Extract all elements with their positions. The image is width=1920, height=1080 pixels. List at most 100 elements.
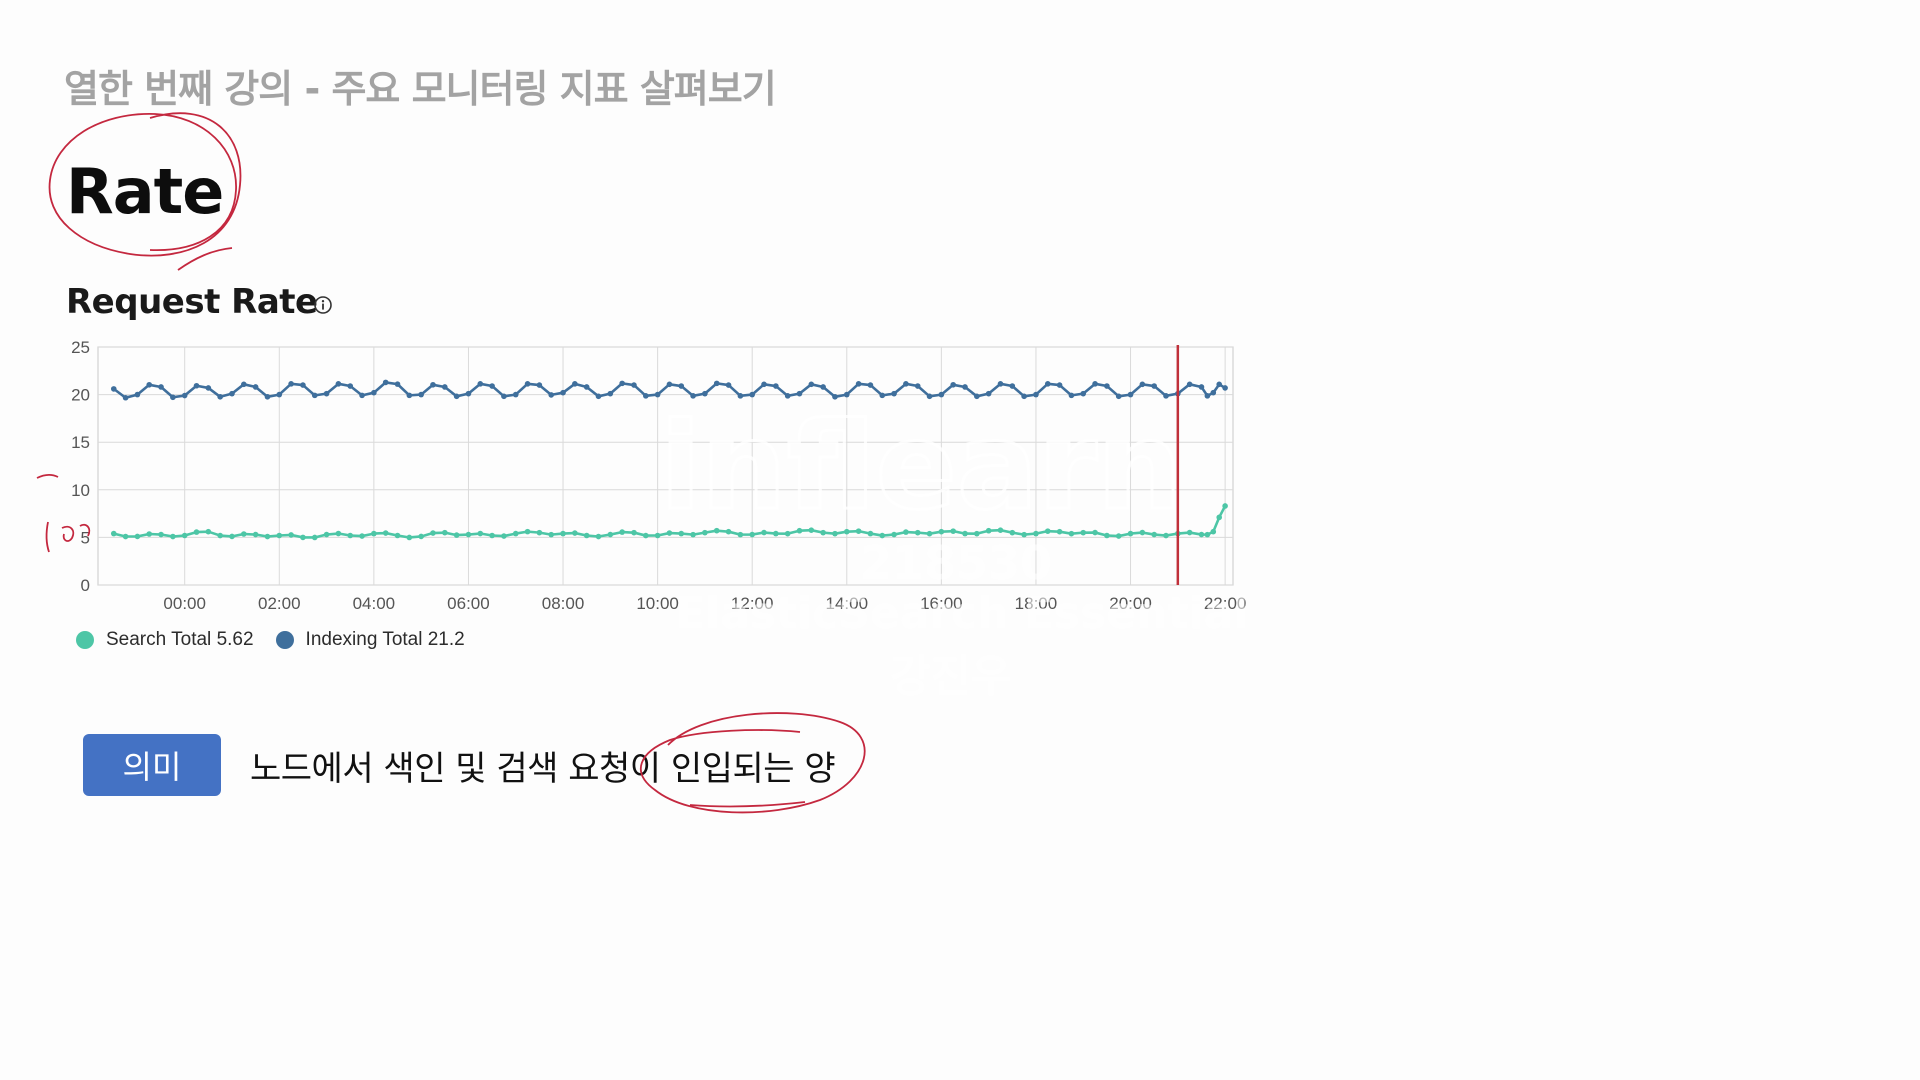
point-indexing-total xyxy=(252,384,259,390)
point-indexing-total xyxy=(229,390,235,397)
point-indexing-total xyxy=(1104,383,1110,389)
info-icon[interactable] xyxy=(313,295,333,315)
point-search-total xyxy=(891,531,897,538)
point-search-total xyxy=(796,527,803,534)
point-indexing-total xyxy=(654,391,661,398)
point-indexing-total xyxy=(702,390,708,397)
x-tick-label: 10:00 xyxy=(636,594,679,613)
point-search-total xyxy=(359,533,365,539)
point-search-total xyxy=(938,528,945,535)
point-search-total xyxy=(1151,531,1157,538)
point-search-total xyxy=(867,530,874,537)
point-search-total xyxy=(572,530,578,536)
point-search-total xyxy=(749,531,756,538)
point-search-total xyxy=(193,529,200,535)
y-tick-label: 10 xyxy=(71,481,90,500)
legend-label-search-total: Search Total xyxy=(106,629,212,650)
point-indexing-total xyxy=(1216,381,1223,388)
point-search-total xyxy=(311,534,318,541)
annotation-underline-inflow xyxy=(689,801,806,808)
annotation-scribble-axis-2 xyxy=(45,521,91,553)
point-indexing-total xyxy=(217,393,223,400)
watermark-course: ElasticSearch Essential xyxy=(675,588,1249,639)
point-search-total xyxy=(1009,529,1016,536)
point-search-total xyxy=(1068,530,1075,537)
point-search-total xyxy=(560,530,566,537)
y-tick-label: 15 xyxy=(71,433,90,452)
point-indexing-total xyxy=(820,384,826,390)
point-indexing-total xyxy=(465,390,472,397)
point-indexing-total xyxy=(938,391,945,398)
point-search-total xyxy=(832,530,838,537)
point-indexing-total xyxy=(264,393,271,400)
point-search-total xyxy=(1186,529,1193,536)
point-indexing-total xyxy=(181,392,188,399)
point-search-total xyxy=(146,531,153,537)
point-indexing-total xyxy=(489,383,495,389)
point-search-total xyxy=(784,530,791,537)
point-search-total xyxy=(442,529,448,536)
point-indexing-total xyxy=(974,393,980,400)
point-search-total xyxy=(217,532,223,539)
point-search-total xyxy=(654,532,661,539)
point-search-total xyxy=(465,531,472,538)
point-indexing-total xyxy=(678,383,685,389)
point-search-total xyxy=(1115,533,1122,539)
point-search-total xyxy=(371,530,377,537)
point-indexing-total xyxy=(359,392,365,399)
point-indexing-total xyxy=(382,379,389,386)
point-indexing-total xyxy=(690,393,696,399)
point-search-total xyxy=(1216,514,1223,521)
point-indexing-total xyxy=(110,386,117,392)
point-indexing-total xyxy=(997,381,1004,387)
point-indexing-total xyxy=(713,380,720,387)
point-indexing-total xyxy=(501,393,507,400)
point-search-total xyxy=(134,533,141,540)
point-indexing-total xyxy=(666,381,673,388)
legend-item-indexing-total[interactable]: Indexing Total 21.2 xyxy=(275,629,465,651)
point-indexing-total xyxy=(1151,383,1157,389)
point-indexing-total xyxy=(583,384,590,390)
point-indexing-total xyxy=(1068,392,1075,399)
point-indexing-total xyxy=(347,383,354,389)
point-search-total xyxy=(276,532,283,539)
plot-frame xyxy=(97,346,1234,586)
x-tick-label: 22:00 xyxy=(1204,594,1247,613)
point-indexing-total xyxy=(430,381,436,388)
svg-text:inflearn: inflearn xyxy=(660,398,1182,537)
point-search-total xyxy=(205,528,212,535)
point-indexing-total xyxy=(843,391,850,398)
point-indexing-total xyxy=(773,383,779,389)
point-search-total xyxy=(1163,532,1169,539)
point-search-total xyxy=(950,528,956,534)
chart-title: Request Rate xyxy=(66,282,318,322)
legend-value-search-total: 5.62 xyxy=(216,629,254,650)
point-search-total xyxy=(110,530,117,537)
point-indexing-total xyxy=(512,391,519,398)
point-search-total xyxy=(879,532,886,539)
point-search-total xyxy=(1222,503,1228,509)
point-indexing-total xyxy=(1198,384,1205,390)
y-tick-label: 0 xyxy=(81,576,90,595)
point-indexing-total xyxy=(737,393,744,399)
point-indexing-total xyxy=(855,381,862,387)
point-search-total xyxy=(855,528,862,534)
x-tick-label: 12:00 xyxy=(731,594,774,613)
x-tick-label: 20:00 xyxy=(1109,594,1152,613)
point-search-total xyxy=(808,527,815,533)
point-search-total xyxy=(453,532,460,538)
point-search-total xyxy=(1210,528,1217,535)
point-indexing-total xyxy=(985,390,992,397)
x-tick-label: 16:00 xyxy=(920,594,963,613)
point-search-total xyxy=(631,529,637,536)
point-search-total xyxy=(288,532,294,538)
point-indexing-total xyxy=(134,391,141,398)
point-indexing-total xyxy=(1009,383,1016,389)
legend-dot-indexing-total xyxy=(275,631,294,649)
point-search-total xyxy=(997,527,1004,533)
point-indexing-total xyxy=(548,392,555,398)
legend-item-search-total[interactable]: Search Total 5.62 xyxy=(76,629,254,651)
point-indexing-total xyxy=(406,392,413,399)
point-search-total xyxy=(914,529,921,536)
